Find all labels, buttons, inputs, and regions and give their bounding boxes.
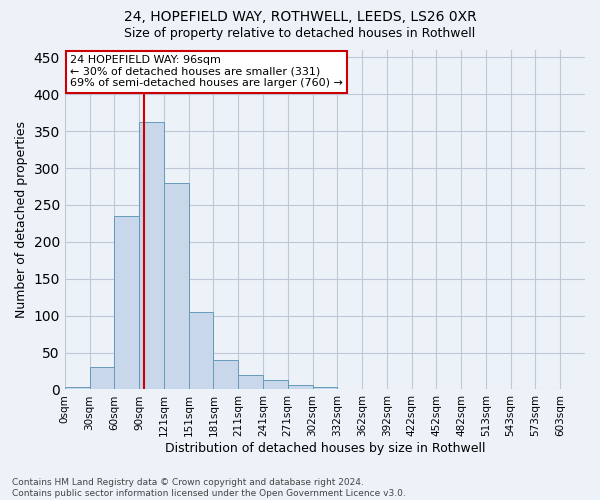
Bar — [337, 388, 362, 390]
Text: Contains HM Land Registry data © Crown copyright and database right 2024.
Contai: Contains HM Land Registry data © Crown c… — [12, 478, 406, 498]
Bar — [164, 183, 188, 390]
Bar — [436, 388, 461, 390]
Bar — [139, 122, 164, 390]
Bar — [263, 380, 288, 390]
Bar — [89, 366, 115, 390]
Bar — [288, 385, 313, 390]
X-axis label: Distribution of detached houses by size in Rothwell: Distribution of detached houses by size … — [164, 442, 485, 455]
Bar — [115, 216, 139, 390]
Y-axis label: Number of detached properties: Number of detached properties — [15, 121, 28, 318]
Text: Size of property relative to detached houses in Rothwell: Size of property relative to detached ho… — [124, 28, 476, 40]
Bar — [313, 386, 337, 390]
Text: 24 HOPEFIELD WAY: 96sqm
← 30% of detached houses are smaller (331)
69% of semi-d: 24 HOPEFIELD WAY: 96sqm ← 30% of detache… — [70, 55, 343, 88]
Text: 24, HOPEFIELD WAY, ROTHWELL, LEEDS, LS26 0XR: 24, HOPEFIELD WAY, ROTHWELL, LEEDS, LS26… — [124, 10, 476, 24]
Bar — [238, 376, 263, 390]
Bar — [188, 312, 214, 390]
Bar — [65, 386, 89, 390]
Bar — [214, 360, 238, 390]
